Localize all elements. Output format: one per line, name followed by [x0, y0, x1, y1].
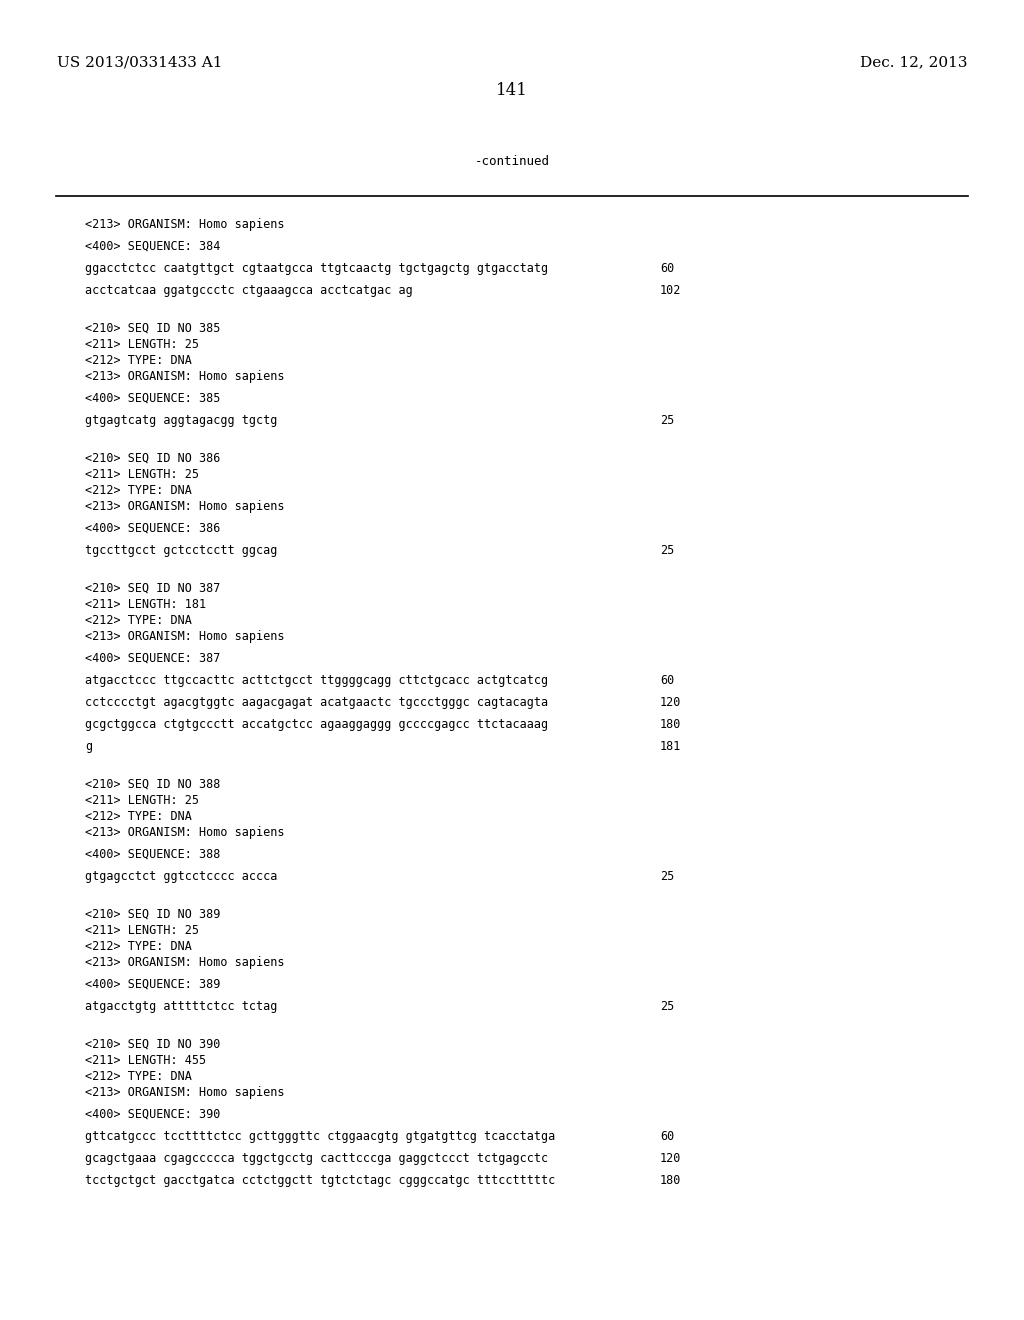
Text: tcctgctgct gacctgatca cctctggctt tgtctctagc cgggccatgc tttcctttttc: tcctgctgct gacctgatca cctctggctt tgtctct… — [85, 1173, 555, 1187]
Text: <210> SEQ ID NO 389: <210> SEQ ID NO 389 — [85, 908, 220, 921]
Text: <213> ORGANISM: Homo sapiens: <213> ORGANISM: Homo sapiens — [85, 218, 285, 231]
Text: <210> SEQ ID NO 388: <210> SEQ ID NO 388 — [85, 777, 220, 791]
Text: <213> ORGANISM: Homo sapiens: <213> ORGANISM: Homo sapiens — [85, 370, 285, 383]
Text: <211> LENGTH: 25: <211> LENGTH: 25 — [85, 469, 199, 480]
Text: Dec. 12, 2013: Dec. 12, 2013 — [859, 55, 967, 69]
Text: ggacctctcc caatgttgct cgtaatgcca ttgtcaactg tgctgagctg gtgacctatg: ggacctctcc caatgttgct cgtaatgcca ttgtcaa… — [85, 261, 548, 275]
Text: <211> LENGTH: 181: <211> LENGTH: 181 — [85, 598, 206, 611]
Text: gttcatgccc tccttttctcc gcttgggttc ctggaacgtg gtgatgttcg tcacctatga: gttcatgccc tccttttctcc gcttgggttc ctggaa… — [85, 1130, 555, 1143]
Text: 25: 25 — [660, 544, 674, 557]
Text: <210> SEQ ID NO 385: <210> SEQ ID NO 385 — [85, 322, 220, 335]
Text: <213> ORGANISM: Homo sapiens: <213> ORGANISM: Homo sapiens — [85, 956, 285, 969]
Text: -continued: -continued — [474, 154, 550, 168]
Text: 60: 60 — [660, 675, 674, 686]
Text: <213> ORGANISM: Homo sapiens: <213> ORGANISM: Homo sapiens — [85, 630, 285, 643]
Text: tgccttgcct gctcctcctt ggcag: tgccttgcct gctcctcctt ggcag — [85, 544, 278, 557]
Text: 25: 25 — [660, 414, 674, 426]
Text: <213> ORGANISM: Homo sapiens: <213> ORGANISM: Homo sapiens — [85, 826, 285, 840]
Text: 60: 60 — [660, 261, 674, 275]
Text: 25: 25 — [660, 1001, 674, 1012]
Text: <211> LENGTH: 25: <211> LENGTH: 25 — [85, 795, 199, 807]
Text: atgacctgtg atttttctcc tctag: atgacctgtg atttttctcc tctag — [85, 1001, 278, 1012]
Text: g: g — [85, 741, 92, 752]
Text: 181: 181 — [660, 741, 681, 752]
Text: <213> ORGANISM: Homo sapiens: <213> ORGANISM: Homo sapiens — [85, 500, 285, 513]
Text: <212> TYPE: DNA: <212> TYPE: DNA — [85, 940, 191, 953]
Text: <210> SEQ ID NO 390: <210> SEQ ID NO 390 — [85, 1038, 220, 1051]
Text: gtgagtcatg aggtagacgg tgctg: gtgagtcatg aggtagacgg tgctg — [85, 414, 278, 426]
Text: <211> LENGTH: 455: <211> LENGTH: 455 — [85, 1053, 206, 1067]
Text: <211> LENGTH: 25: <211> LENGTH: 25 — [85, 338, 199, 351]
Text: 120: 120 — [660, 1152, 681, 1166]
Text: atgacctccc ttgccacttc acttctgcct ttggggcagg cttctgcacc actgtcatcg: atgacctccc ttgccacttc acttctgcct ttggggc… — [85, 675, 548, 686]
Text: <212> TYPE: DNA: <212> TYPE: DNA — [85, 1071, 191, 1082]
Text: gtgagcctct ggtcctcccc accca: gtgagcctct ggtcctcccc accca — [85, 870, 278, 883]
Text: 141: 141 — [496, 82, 528, 99]
Text: US 2013/0331433 A1: US 2013/0331433 A1 — [57, 55, 222, 69]
Text: cctcccctgt agacgtggtc aagacgagat acatgaactc tgccctgggc cagtacagta: cctcccctgt agacgtggtc aagacgagat acatgaa… — [85, 696, 548, 709]
Text: <212> TYPE: DNA: <212> TYPE: DNA — [85, 354, 191, 367]
Text: 60: 60 — [660, 1130, 674, 1143]
Text: <400> SEQUENCE: 388: <400> SEQUENCE: 388 — [85, 847, 220, 861]
Text: gcgctggcca ctgtgccctt accatgctcc agaaggaggg gccccgagcc ttctacaaag: gcgctggcca ctgtgccctt accatgctcc agaagga… — [85, 718, 548, 731]
Text: <210> SEQ ID NO 387: <210> SEQ ID NO 387 — [85, 582, 220, 595]
Text: <210> SEQ ID NO 386: <210> SEQ ID NO 386 — [85, 451, 220, 465]
Text: 120: 120 — [660, 696, 681, 709]
Text: 180: 180 — [660, 718, 681, 731]
Text: 25: 25 — [660, 870, 674, 883]
Text: <400> SEQUENCE: 386: <400> SEQUENCE: 386 — [85, 521, 220, 535]
Text: <400> SEQUENCE: 387: <400> SEQUENCE: 387 — [85, 652, 220, 665]
Text: <400> SEQUENCE: 385: <400> SEQUENCE: 385 — [85, 392, 220, 405]
Text: 180: 180 — [660, 1173, 681, 1187]
Text: gcagctgaaa cgagccccca tggctgcctg cacttcccga gaggctccct tctgagcctc: gcagctgaaa cgagccccca tggctgcctg cacttcc… — [85, 1152, 548, 1166]
Text: <400> SEQUENCE: 389: <400> SEQUENCE: 389 — [85, 978, 220, 991]
Text: <400> SEQUENCE: 390: <400> SEQUENCE: 390 — [85, 1107, 220, 1121]
Text: <212> TYPE: DNA: <212> TYPE: DNA — [85, 810, 191, 822]
Text: acctcatcaa ggatgccctc ctgaaagcca acctcatgac ag: acctcatcaa ggatgccctc ctgaaagcca acctcat… — [85, 284, 413, 297]
Text: <212> TYPE: DNA: <212> TYPE: DNA — [85, 614, 191, 627]
Text: <213> ORGANISM: Homo sapiens: <213> ORGANISM: Homo sapiens — [85, 1086, 285, 1100]
Text: 102: 102 — [660, 284, 681, 297]
Text: <212> TYPE: DNA: <212> TYPE: DNA — [85, 484, 191, 498]
Text: <400> SEQUENCE: 384: <400> SEQUENCE: 384 — [85, 240, 220, 253]
Text: <211> LENGTH: 25: <211> LENGTH: 25 — [85, 924, 199, 937]
